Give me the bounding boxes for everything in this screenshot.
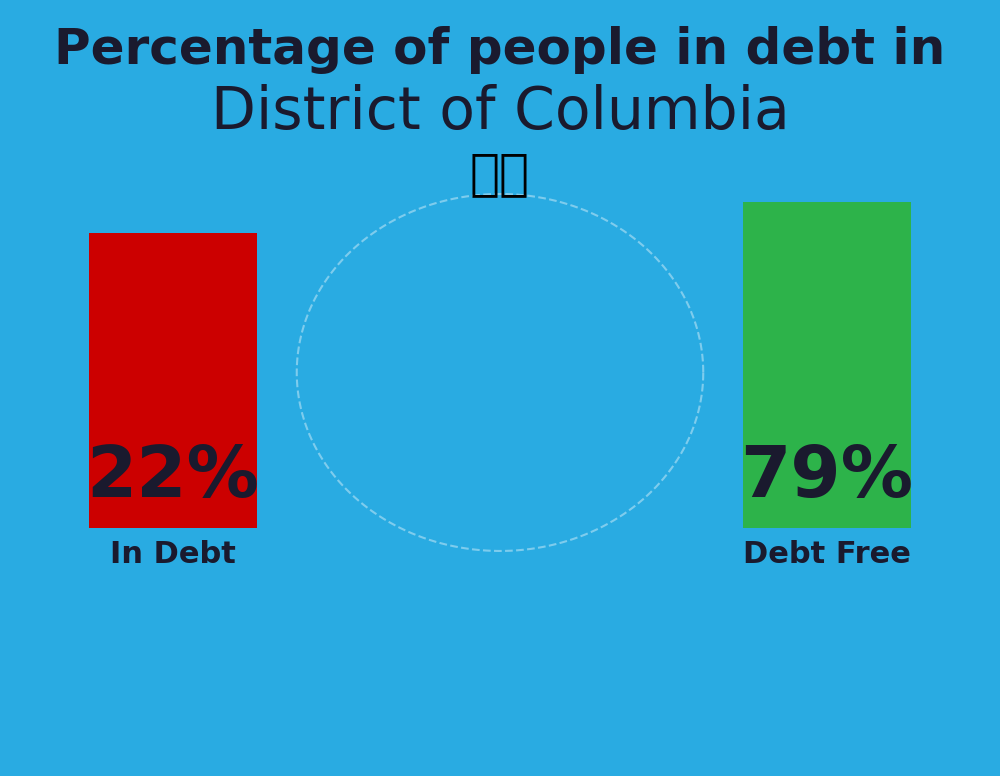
FancyBboxPatch shape: [89, 233, 257, 528]
FancyBboxPatch shape: [743, 202, 911, 528]
Text: 🇺🇸: 🇺🇸: [470, 151, 530, 199]
Text: Debt Free: Debt Free: [743, 540, 911, 570]
Text: 22%: 22%: [87, 443, 259, 511]
Text: District of Columbia: District of Columbia: [211, 84, 789, 141]
Text: Percentage of people in debt in: Percentage of people in debt in: [54, 26, 946, 74]
Text: In Debt: In Debt: [110, 540, 236, 570]
Text: 79%: 79%: [740, 443, 913, 511]
